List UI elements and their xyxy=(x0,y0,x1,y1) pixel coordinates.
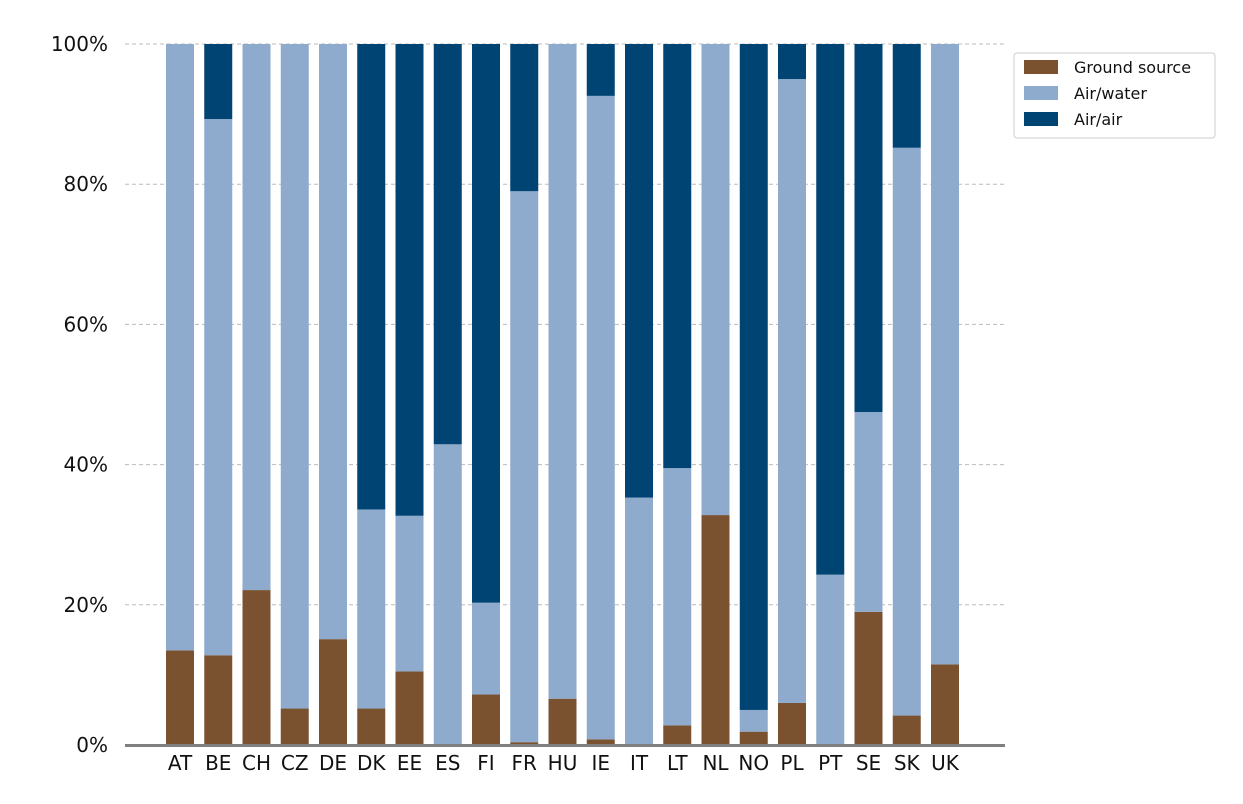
x-tick-label: IT xyxy=(630,751,649,775)
x-tick-label: HU xyxy=(548,751,578,775)
bar-segment xyxy=(204,119,233,656)
bar-segment xyxy=(931,664,959,745)
x-tick-label: BE xyxy=(205,751,231,775)
y-axis-tick-labels: 0% 20% 40% 60% 80% 100% xyxy=(51,32,108,757)
bar-segment xyxy=(892,715,921,745)
legend-swatch xyxy=(1024,86,1058,100)
bar-segment xyxy=(395,515,424,672)
bar-segment xyxy=(778,79,806,703)
bar-segment xyxy=(472,44,500,603)
x-tick-label: EE xyxy=(397,751,422,775)
x-tick-label: DK xyxy=(357,751,386,775)
x-tick-label: ES xyxy=(435,751,460,775)
y-tick-label: 0% xyxy=(76,733,108,757)
legend-swatch xyxy=(1024,112,1058,126)
legend-box xyxy=(1013,52,1216,139)
bar-segment xyxy=(739,44,768,710)
bar-segment xyxy=(586,44,615,96)
bar-segment xyxy=(701,515,730,745)
y-tick-label: 100% xyxy=(51,32,108,56)
bar-segment xyxy=(586,95,615,740)
x-tick-label: SK xyxy=(894,751,921,775)
x-tick-label: NL xyxy=(702,751,729,775)
bar-segment xyxy=(663,468,692,726)
bar-segment xyxy=(357,708,386,745)
x-tick-label: CH xyxy=(242,751,271,775)
bar-segment xyxy=(854,412,883,612)
bar-segment xyxy=(433,44,462,445)
bar-segment xyxy=(510,44,539,192)
bar-segment xyxy=(854,44,883,413)
bar-segment xyxy=(892,44,921,148)
legend-swatch xyxy=(1024,60,1058,74)
x-tick-label: AT xyxy=(168,751,193,775)
bar-segment xyxy=(319,639,347,745)
x-tick-label: PT xyxy=(818,751,843,775)
bar-segment xyxy=(739,709,768,732)
x-tick-label: UK xyxy=(931,751,960,775)
x-tick-label: FI xyxy=(477,751,494,775)
legend-label: Air/water xyxy=(1074,84,1147,103)
x-tick-label: PL xyxy=(780,751,804,775)
bar-segment xyxy=(548,44,577,699)
x-tick-label: NO xyxy=(738,751,769,775)
y-tick-label: 40% xyxy=(64,453,108,477)
bar-segment xyxy=(701,44,730,516)
bar-segment xyxy=(625,497,653,745)
bar-segment xyxy=(816,44,845,575)
bar-segment xyxy=(395,671,424,745)
bar-segment xyxy=(280,708,309,745)
x-tick-label: IE xyxy=(591,751,610,775)
bar-segment xyxy=(586,739,615,745)
bar-segment xyxy=(242,44,271,591)
bar-segment xyxy=(854,611,883,745)
y-tick-label: 20% xyxy=(64,593,108,617)
x-tick-label: CZ xyxy=(281,751,309,775)
bar-segment xyxy=(204,655,233,745)
bar-segment xyxy=(357,509,386,709)
y-tick-label: 60% xyxy=(64,312,108,336)
x-axis-tick-labels: AT BE CH CZ DE DK EE ES FI FR HU IE IT LT NL NO PL PT SE SK… xyxy=(168,751,960,775)
bar-segment xyxy=(816,574,845,745)
legend: Ground source Air/water Air/air xyxy=(1013,52,1216,139)
x-tick-label: FR xyxy=(512,751,538,775)
bar-segment xyxy=(548,698,577,745)
bar-segment xyxy=(433,444,462,745)
bar-segment xyxy=(778,702,806,745)
bar-segment xyxy=(510,742,539,745)
x-tick-label: LT xyxy=(667,751,688,775)
bar-segment xyxy=(280,44,309,709)
bar-segment xyxy=(778,44,806,80)
bar-segment xyxy=(931,44,959,665)
legend-label: Air/air xyxy=(1074,110,1123,129)
bar-segment xyxy=(204,44,233,120)
bar-segment xyxy=(663,725,692,745)
bar-segment xyxy=(357,44,386,510)
legend-label: Ground source xyxy=(1074,58,1191,77)
bar-segment xyxy=(663,44,692,469)
x-tick-label: DE xyxy=(319,751,347,775)
bar-segment xyxy=(625,44,653,498)
bar-segment xyxy=(242,590,271,745)
y-tick-label: 80% xyxy=(64,172,108,196)
bar-segment xyxy=(472,602,500,695)
bar-segment xyxy=(395,44,424,516)
bar-segment xyxy=(892,147,921,716)
bar-segment xyxy=(166,44,194,651)
bar-segment xyxy=(510,191,539,743)
bar-segment xyxy=(739,731,768,745)
bar-segment xyxy=(166,650,194,745)
bar-segment xyxy=(472,694,500,745)
x-tick-label: SE xyxy=(856,751,881,775)
bars xyxy=(166,44,959,745)
bar-segment xyxy=(319,44,347,640)
